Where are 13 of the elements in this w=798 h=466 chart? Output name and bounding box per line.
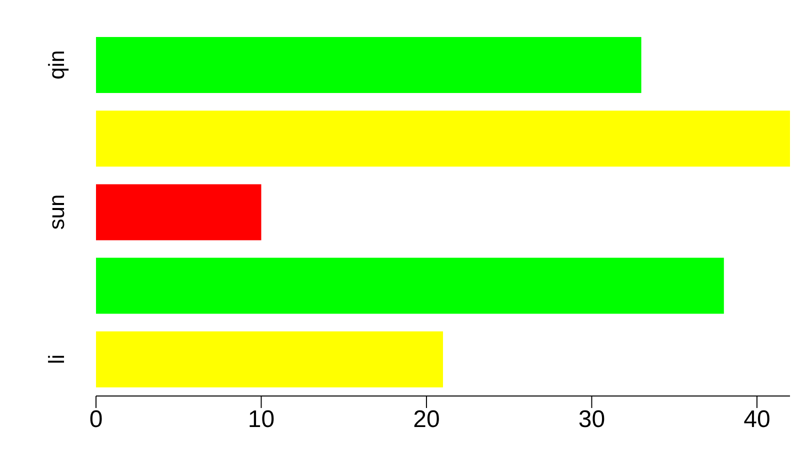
y-tick-label: qin	[44, 50, 69, 80]
y-tick-label: sun	[44, 194, 69, 230]
x-tick-label: 40	[744, 406, 770, 434]
x-tick-label: 10	[248, 406, 275, 434]
x-tick-label: 0	[89, 406, 103, 434]
bar	[96, 184, 262, 240]
bar	[96, 331, 443, 388]
y-tick-label: li	[44, 354, 69, 364]
bar	[96, 110, 790, 167]
x-tick-label: 30	[578, 406, 606, 434]
bar	[96, 37, 642, 93]
bar	[96, 258, 724, 314]
x-tick-label: 20	[413, 406, 440, 434]
